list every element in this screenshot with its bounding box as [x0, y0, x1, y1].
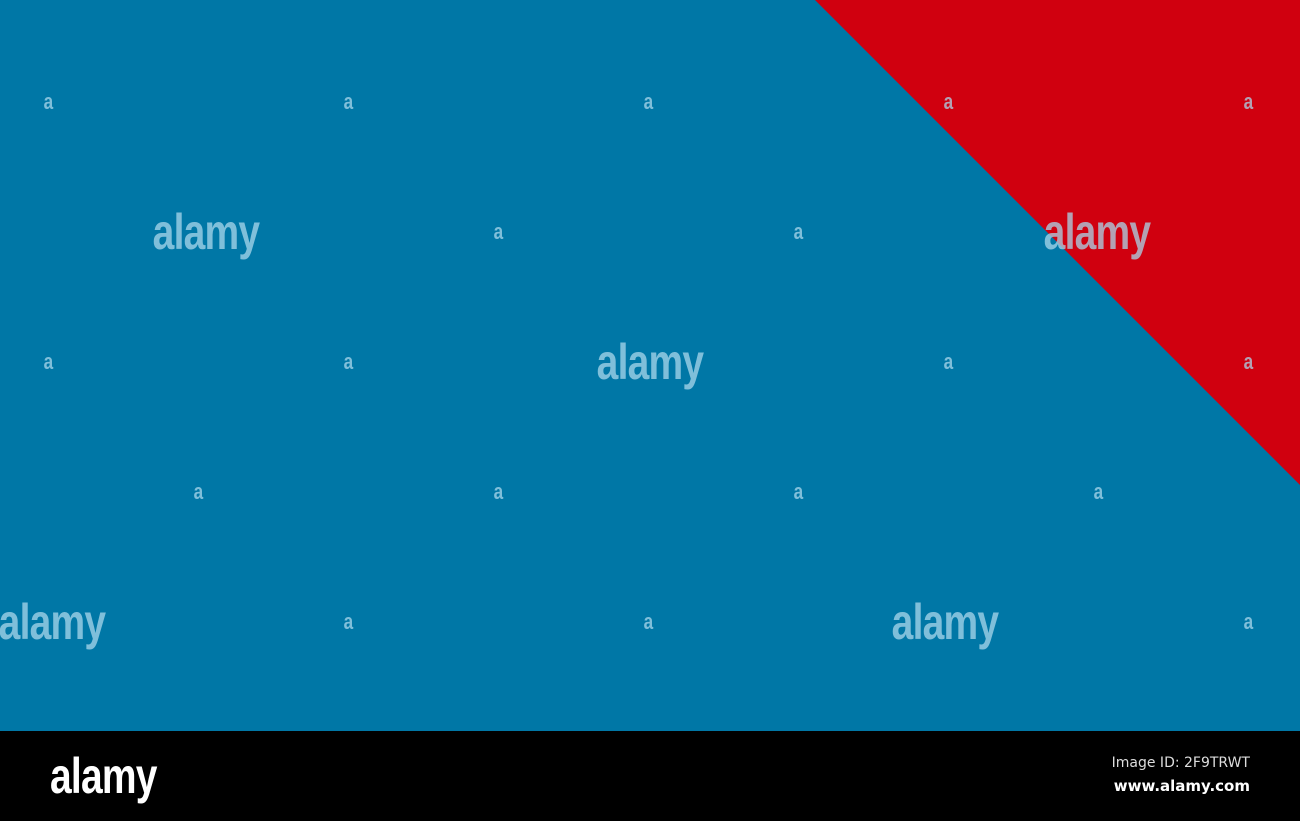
watermark-small: a [1243, 609, 1254, 634]
watermark-small: a [943, 89, 954, 114]
watermark-small: a [1243, 89, 1254, 114]
watermark-small: a [43, 349, 54, 374]
website-link: www.alamy.com [1113, 777, 1250, 795]
watermark-small: a [1093, 479, 1104, 504]
watermark-small: a [793, 479, 804, 504]
watermark-wordmark: alamy [152, 204, 260, 260]
watermark-small: a [643, 89, 654, 114]
watermark-wordmark: alamy [596, 334, 704, 390]
watermark-small: a [1243, 349, 1254, 374]
watermark-small: a [343, 349, 354, 374]
watermark-small: a [793, 219, 804, 244]
stock-image: a a a a a a a a a a a a a a a a a a alamy alamy alamy alamy al… [0, 0, 1300, 731]
red-triangle [815, 0, 1300, 485]
watermark-small: a [193, 479, 204, 504]
alamy-logo: alamy [50, 748, 157, 804]
image-id-label: Image ID: 2F9TRWT [1111, 755, 1250, 771]
watermark-small: a [493, 219, 504, 244]
watermark-small: a [643, 609, 654, 634]
watermark-wordmark: alamy [0, 594, 106, 650]
watermark-wordmark: alamy [891, 594, 999, 650]
watermark-small: a [343, 89, 354, 114]
watermark-small: a [493, 479, 504, 504]
watermark-small: a [343, 609, 354, 634]
watermark-small: a [943, 349, 954, 374]
footer-bar [0, 731, 1300, 821]
watermark-wordmark: alamy [1043, 204, 1151, 260]
watermark-small: a [43, 89, 54, 114]
